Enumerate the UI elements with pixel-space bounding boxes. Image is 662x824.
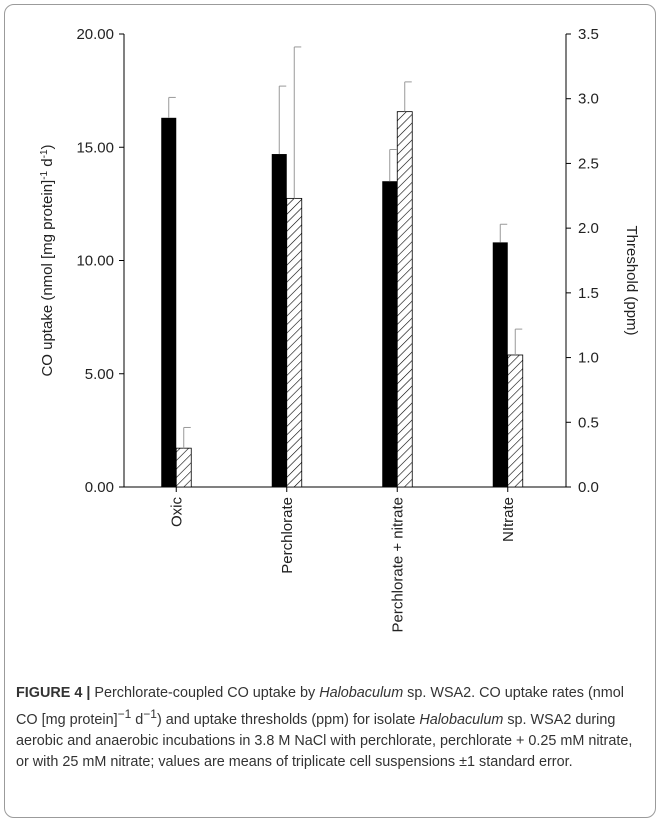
right-tick-label: 0.0 — [578, 479, 599, 496]
uptake-bar-1 — [271, 154, 287, 488]
caption-organism-2: Halobaculum — [419, 711, 504, 728]
figure-frame — [4, 4, 656, 818]
caption-organism-1: Halobaculum — [319, 685, 404, 701]
right-axis-label: Threshold (ppm) — [623, 225, 640, 335]
caption-text-4: ) and uptake thresholds (ppm) for isolat… — [156, 711, 420, 728]
uptake-bar-0 — [161, 117, 177, 488]
uptake-bar-2 — [382, 181, 398, 487]
caption-figure-label: FIGURE 4 | — [16, 685, 91, 701]
right-tick-label: 2.0 — [578, 220, 599, 237]
left-tick-label: 0.00 — [85, 479, 114, 496]
right-tick-label: 2.5 — [578, 155, 599, 172]
error-bars-group — [168, 46, 523, 449]
category-label-3: NItrate — [500, 497, 517, 542]
left-tick-label: 20.00 — [76, 26, 114, 43]
category-label-2: Perchlorate + nitrate — [389, 497, 406, 633]
threshold-bar-1 — [286, 197, 303, 488]
labels-group: 0.00 5.00 10.00 15.00 20.00 0.0 0.5 1.0 1.5 2.0 2.… — [39, 26, 641, 633]
threshold-bar-3 — [507, 354, 524, 488]
category-label-1: Perchlorate — [279, 497, 296, 574]
caption-text-1: Perchlorate-coupled CO uptake by — [90, 685, 320, 701]
right-tick-label: 3.5 — [578, 26, 599, 43]
co-uptake-chart: 0.00 5.00 10.00 15.00 20.00 0.0 0.5 1.0 1.5 2.0 2.… — [39, 26, 641, 633]
figure-caption: FIGURE 4 | Perchlorate-coupled CO uptake… — [16, 683, 644, 773]
caption-text-2: sp. WSA2. CO uptake rates (nmol CO [mg p… — [16, 685, 624, 728]
left-axis-label: CO uptake (nmol [mg protein]-1 d-1) — [39, 144, 57, 376]
right-tick-label: 1.0 — [578, 350, 599, 367]
right-tick-label: 3.0 — [578, 91, 599, 108]
left-tick-label: 10.00 — [76, 253, 114, 270]
bars-group — [161, 111, 524, 488]
caption-superscript-1: −1 — [117, 707, 132, 721]
category-label-0: Oxic — [168, 497, 185, 528]
right-tick-label: 1.5 — [578, 285, 599, 302]
axes-group — [119, 33, 571, 492]
threshold-bar-2 — [396, 111, 413, 488]
threshold-bar-0 — [175, 447, 192, 488]
uptake-bar-3 — [492, 242, 508, 487]
left-tick-label: 5.00 — [85, 366, 114, 383]
caption-text-3: d — [131, 711, 144, 728]
left-tick-label: 15.00 — [76, 139, 114, 156]
right-tick-label: 0.5 — [578, 414, 599, 431]
caption-superscript-2: −1 — [143, 707, 157, 721]
caption-text-5: sp. WSA2 during aerobic and anaerobic in… — [16, 711, 633, 770]
